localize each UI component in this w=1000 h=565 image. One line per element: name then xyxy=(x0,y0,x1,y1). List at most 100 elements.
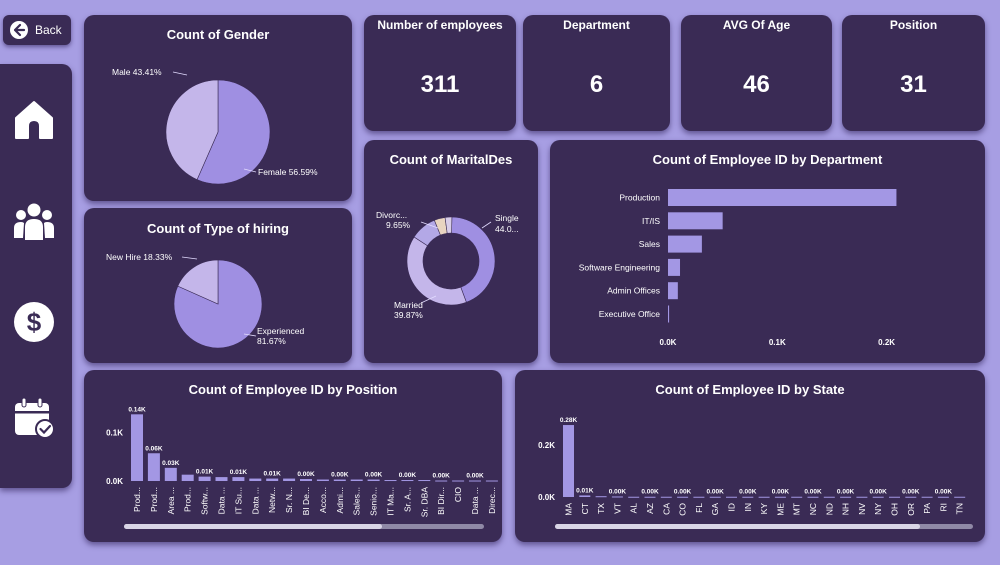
state-bar[interactable] xyxy=(954,496,966,498)
position-bar[interactable] xyxy=(300,479,312,481)
department-bar[interactable] xyxy=(668,235,702,253)
position-category-label: Area ... xyxy=(166,487,176,514)
state-bar[interactable] xyxy=(595,496,607,498)
state-category-label: AZ xyxy=(645,503,655,514)
state-category-label: TX xyxy=(596,503,606,514)
state-category-label: OH xyxy=(890,503,900,516)
kpi-employees-value: 311 xyxy=(420,71,460,98)
position-category-label: Sr. A... xyxy=(402,487,412,512)
position-category-label: Data ... xyxy=(470,487,480,514)
state-bar[interactable] xyxy=(726,496,737,498)
position-category-label: Senio... xyxy=(369,487,379,516)
state-category-label: NH xyxy=(841,503,851,515)
state-category-label: NY xyxy=(873,503,883,515)
position-bar[interactable] xyxy=(198,476,211,481)
calendar-check-icon[interactable] xyxy=(12,396,56,440)
position-bar[interactable] xyxy=(232,477,245,481)
marital-married-label: Married xyxy=(394,300,423,310)
state-data-label: 0.00K xyxy=(902,489,920,496)
position-category-label: Prod... xyxy=(132,487,142,512)
state-data-label: 0.00K xyxy=(804,489,822,496)
position-bar[interactable] xyxy=(333,479,346,481)
position-bar[interactable] xyxy=(367,479,380,481)
position-bar[interactable] xyxy=(418,480,431,482)
position-data-label: 0.06K xyxy=(145,445,163,452)
department-bar[interactable] xyxy=(668,189,897,206)
state-bar[interactable] xyxy=(644,496,656,498)
state-bar[interactable] xyxy=(905,496,917,498)
state-bar[interactable] xyxy=(791,496,803,498)
state-category-label: MT xyxy=(792,503,802,515)
state-bar[interactable] xyxy=(709,496,721,498)
users-icon[interactable] xyxy=(12,200,56,244)
department-bar[interactable] xyxy=(668,258,681,276)
position-bar[interactable] xyxy=(350,479,363,481)
marital-slice-4 xyxy=(444,216,453,234)
state-bar[interactable] xyxy=(937,496,949,498)
position-bar[interactable] xyxy=(435,480,448,482)
state-bar[interactable] xyxy=(921,496,933,498)
position-bar[interactable] xyxy=(452,480,465,482)
kpi-avg-age-value: 46 xyxy=(743,71,770,98)
position-bar[interactable] xyxy=(249,478,262,481)
department-bar[interactable] xyxy=(668,305,670,323)
position-bar[interactable] xyxy=(215,477,228,481)
kpi-position-label: Position xyxy=(889,18,938,32)
department-category-label: IT/IS xyxy=(642,216,660,226)
state-scrollbar-thumb[interactable] xyxy=(555,524,920,529)
state-category-label: RI xyxy=(938,503,948,512)
department-chart-title: Count of Employee ID by Department xyxy=(652,152,883,167)
state-bar[interactable] xyxy=(807,496,819,498)
state-bar[interactable] xyxy=(677,496,689,498)
state-bar[interactable] xyxy=(579,495,591,497)
position-scrollbar-track[interactable] xyxy=(124,524,484,529)
position-bar[interactable] xyxy=(469,480,481,482)
state-bar[interactable] xyxy=(742,496,754,498)
position-scrollbar-thumb[interactable] xyxy=(124,524,382,529)
state-bar[interactable] xyxy=(693,496,705,498)
state-data-label: 0.00K xyxy=(641,489,659,496)
position-bar[interactable] xyxy=(384,480,397,482)
hiring-experienced-label: Experienced xyxy=(257,326,305,336)
state-data-label: 0.00K xyxy=(870,489,888,496)
position-category-label: Sales... xyxy=(352,487,362,515)
home-icon[interactable] xyxy=(12,98,56,142)
kpi-card-employees: Number of employees 311 xyxy=(364,15,516,131)
state-bar[interactable] xyxy=(628,496,640,498)
state-scrollbar-track[interactable] xyxy=(555,524,973,529)
gender-slice-1 xyxy=(165,79,219,181)
state-category-label: NC xyxy=(808,503,818,515)
position-bar[interactable] xyxy=(164,467,177,481)
back-button[interactable]: Back xyxy=(3,15,71,45)
position-bar[interactable] xyxy=(401,480,414,482)
position-data-label: 0.14K xyxy=(128,406,146,413)
position-bar[interactable] xyxy=(131,414,143,481)
state-category-label: FL xyxy=(694,503,704,513)
position-bar[interactable] xyxy=(316,479,329,481)
state-bar[interactable] xyxy=(823,496,835,498)
position-category-label: Direc... xyxy=(487,487,497,514)
state-bar[interactable] xyxy=(872,496,884,498)
position-bar[interactable] xyxy=(181,474,194,481)
state-bar[interactable] xyxy=(660,496,672,498)
state-category-label: CO xyxy=(678,503,688,516)
state-bar[interactable] xyxy=(758,496,770,498)
position-bar[interactable] xyxy=(147,453,160,481)
position-category-label: Softw... xyxy=(200,487,210,515)
state-bar[interactable] xyxy=(563,425,574,497)
position-bar[interactable] xyxy=(485,480,498,482)
dollar-icon[interactable]: $ xyxy=(12,300,56,344)
state-bar[interactable] xyxy=(611,496,623,498)
position-bar[interactable] xyxy=(283,478,296,481)
position-bar[interactable] xyxy=(266,478,279,481)
state-bar[interactable] xyxy=(856,496,868,498)
position-data-label: 0.01K xyxy=(230,469,248,476)
gender-chart-title: Count of Gender xyxy=(166,27,270,42)
state-bar[interactable] xyxy=(840,496,852,498)
state-data-label: 0.00K xyxy=(707,489,725,496)
state-bar[interactable] xyxy=(774,496,786,498)
gender-pie-chart xyxy=(165,71,271,185)
state-bar[interactable] xyxy=(889,496,900,498)
department-bar[interactable] xyxy=(668,212,723,230)
department-bar[interactable] xyxy=(668,282,678,300)
